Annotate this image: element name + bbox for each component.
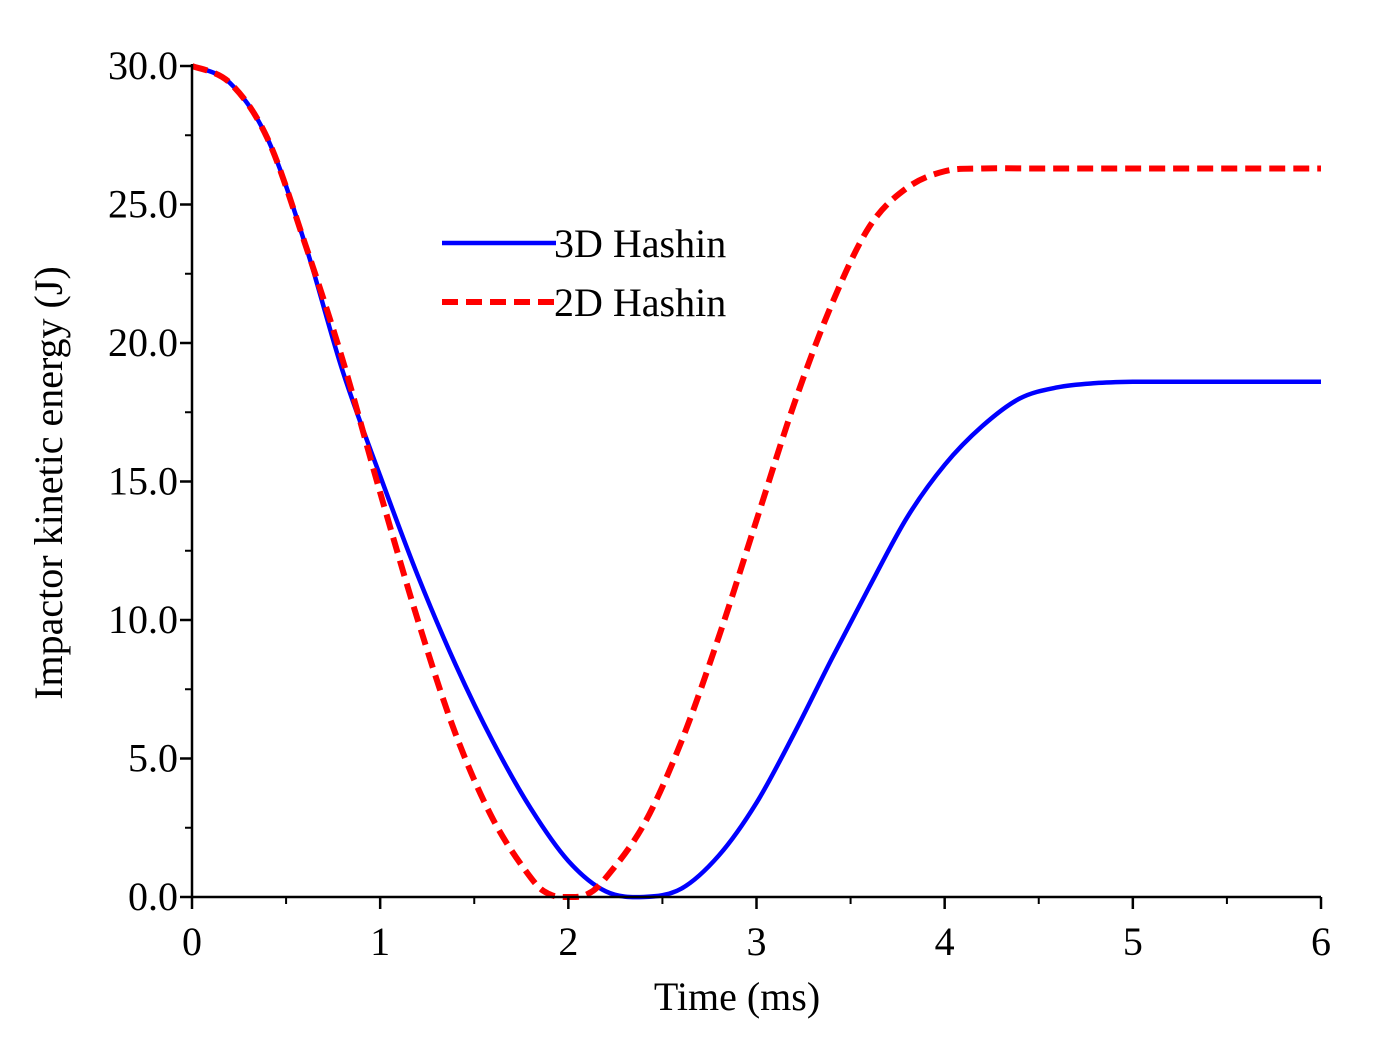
x-tick-label: 4 xyxy=(935,919,955,964)
y-tick-label: 25.0 xyxy=(108,182,178,227)
y-tick-label: 10.0 xyxy=(108,597,178,642)
y-tick-label: 15.0 xyxy=(108,459,178,504)
legend-label-3d-hashin: 3D Hashin xyxy=(554,221,726,266)
y-axis-title: Impactor kinetic energy (J) xyxy=(26,266,71,700)
legend-label-2d-hashin: 2D Hashin xyxy=(554,280,726,325)
y-tick-label: 0.0 xyxy=(128,874,178,919)
y-tick-label: 30.0 xyxy=(108,43,178,88)
x-tick-label: 3 xyxy=(747,919,767,964)
x-tick-label: 6 xyxy=(1311,919,1331,964)
legend: 3D Hashin 2D Hashin xyxy=(442,221,726,325)
x-tick-label: 5 xyxy=(1123,919,1143,964)
ticks-layer: 0 1 2 3 4 5 6 0.0 5.0 10.0 15.0 20.0 25.0 30.0 xyxy=(108,43,1331,964)
series-layer xyxy=(190,63,1321,901)
x-tick-label: 2 xyxy=(558,919,578,964)
axes-layer xyxy=(190,64,1321,899)
x-tick-label: 1 xyxy=(370,919,390,964)
series-line-3d-hashin xyxy=(191,63,1321,900)
x-tick-label: 0 xyxy=(182,919,202,964)
series-line-2d-hashin xyxy=(190,63,1321,901)
y-tick-label: 20.0 xyxy=(108,320,178,365)
y-tick-label: 5.0 xyxy=(128,736,178,781)
x-axis-title: Time (ms) xyxy=(654,974,820,1019)
